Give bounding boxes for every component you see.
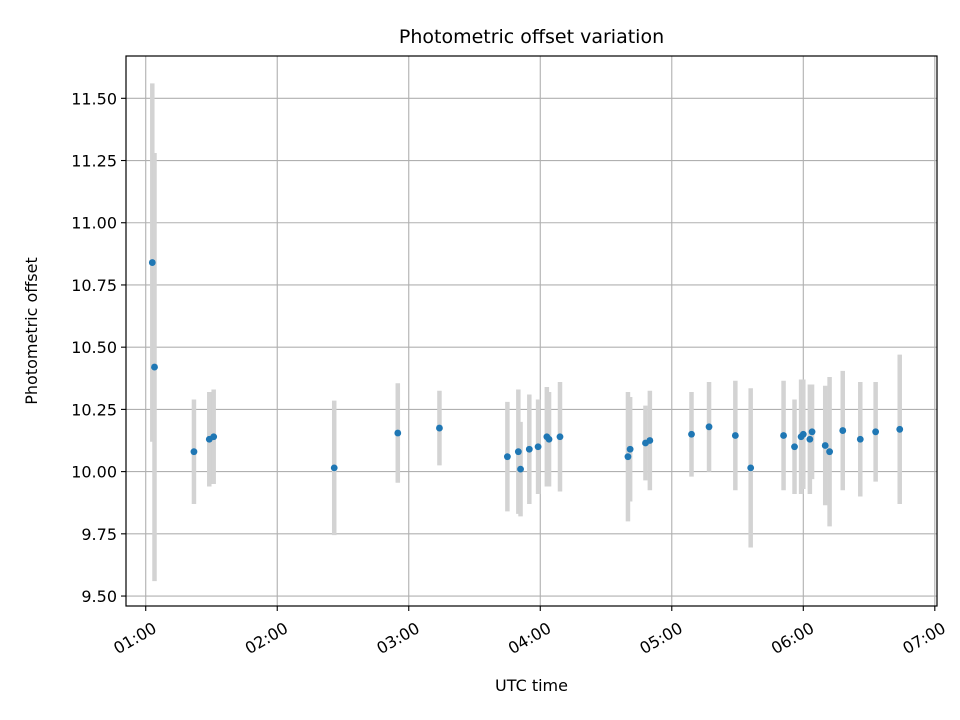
y-tick-label: 10.00 [71, 463, 117, 482]
y-tick-label: 9.75 [81, 525, 117, 544]
y-tick-label: 11.25 [71, 152, 117, 171]
data-point [799, 430, 807, 438]
data-point [436, 424, 443, 432]
grid [126, 56, 937, 606]
chart-title: Photometric offset variation [399, 26, 664, 48]
data-point [210, 433, 218, 441]
data-point [821, 442, 829, 449]
data-point [190, 448, 198, 456]
plot-frame [125, 55, 938, 607]
data-point [330, 464, 338, 472]
y-axis-ticks: 9.50 9.75 10.00 10.25 10.50 10.75 11.00 11.25 11… [71, 89, 126, 606]
data-point [646, 437, 654, 444]
y-axis-label: Photometric offset [22, 257, 41, 405]
data-point [503, 453, 511, 461]
data-point [896, 425, 904, 433]
x-axis-label: UTC time [495, 676, 568, 695]
data-point [808, 428, 816, 436]
data-point [731, 432, 739, 439]
data-points [148, 259, 904, 473]
y-tick-label: 10.25 [71, 400, 117, 419]
data-point [791, 443, 798, 451]
data-point [839, 427, 847, 434]
data-point [514, 448, 522, 456]
data-point [394, 429, 402, 437]
data-point [151, 363, 158, 371]
data-point [525, 445, 533, 453]
data-point [705, 423, 713, 431]
y-tick-label: 10.75 [71, 276, 117, 295]
data-point [806, 435, 814, 443]
data-point [624, 453, 632, 461]
y-tick-label: 11.00 [71, 214, 117, 233]
y-tick-label: 10.50 [71, 338, 117, 357]
data-point [856, 435, 864, 443]
data-point [626, 445, 634, 453]
data-point [534, 443, 542, 451]
data-point [747, 464, 755, 472]
data-point [688, 430, 695, 438]
data-point [517, 465, 524, 473]
data-point [148, 259, 156, 266]
data-point [556, 433, 564, 441]
data-point [826, 448, 833, 456]
data-point [545, 435, 553, 443]
y-tick-label: 11.50 [71, 89, 117, 108]
data-point [872, 428, 880, 436]
y-tick-label: 9.50 [81, 587, 117, 606]
data-point [780, 432, 787, 439]
